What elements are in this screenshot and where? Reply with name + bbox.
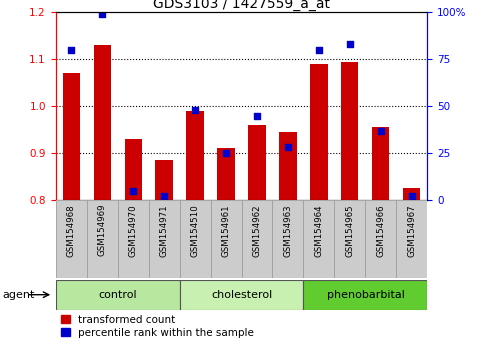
Bar	[397, 200, 427, 278]
Bar	[117, 200, 149, 278]
Bar	[211, 200, 242, 278]
Point	[98, 11, 106, 17]
Text: GSM154969: GSM154969	[98, 204, 107, 256]
Point	[222, 150, 230, 156]
Point	[253, 113, 261, 118]
Bar	[311, 64, 327, 200]
Point	[377, 128, 385, 133]
Bar	[56, 280, 180, 310]
Text: GSM154963: GSM154963	[284, 204, 293, 257]
Bar	[303, 280, 427, 310]
Text: GSM154964: GSM154964	[314, 204, 324, 257]
Bar	[217, 148, 235, 200]
Bar	[334, 200, 366, 278]
Text: GSM154965: GSM154965	[345, 204, 355, 257]
Bar	[86, 200, 117, 278]
Bar	[149, 200, 180, 278]
Text: phenobarbital: phenobarbital	[327, 290, 404, 300]
Point	[315, 47, 323, 53]
Point	[284, 145, 292, 150]
Title: GDS3103 / 1427559_a_at: GDS3103 / 1427559_a_at	[153, 0, 330, 11]
Bar	[242, 200, 272, 278]
Bar	[156, 160, 172, 200]
Point	[191, 107, 199, 113]
Text: GSM154510: GSM154510	[190, 204, 199, 257]
Point	[160, 193, 168, 199]
Bar	[372, 127, 389, 200]
Bar	[248, 125, 266, 200]
Text: GSM154961: GSM154961	[222, 204, 230, 257]
Text: GSM154967: GSM154967	[408, 204, 416, 257]
Bar	[62, 73, 80, 200]
Text: cholesterol: cholesterol	[211, 290, 272, 300]
Text: agent: agent	[2, 290, 35, 300]
Text: GSM154966: GSM154966	[376, 204, 385, 257]
Bar	[180, 280, 303, 310]
Bar	[186, 111, 203, 200]
Bar	[125, 139, 142, 200]
Bar	[94, 45, 111, 200]
Point	[346, 41, 354, 47]
Point	[129, 188, 137, 193]
Bar	[180, 200, 211, 278]
Bar	[341, 62, 358, 200]
Bar	[403, 188, 421, 200]
Text: GSM154962: GSM154962	[253, 204, 261, 257]
Text: GSM154970: GSM154970	[128, 204, 138, 257]
Bar	[303, 200, 334, 278]
Bar	[56, 200, 86, 278]
Text: control: control	[98, 290, 137, 300]
Bar	[280, 132, 297, 200]
Bar	[272, 200, 303, 278]
Bar	[366, 200, 397, 278]
Text: GSM154968: GSM154968	[67, 204, 75, 257]
Point	[67, 47, 75, 53]
Point	[408, 193, 416, 199]
Legend: transformed count, percentile rank within the sample: transformed count, percentile rank withi…	[61, 315, 255, 338]
Text: GSM154971: GSM154971	[159, 204, 169, 257]
